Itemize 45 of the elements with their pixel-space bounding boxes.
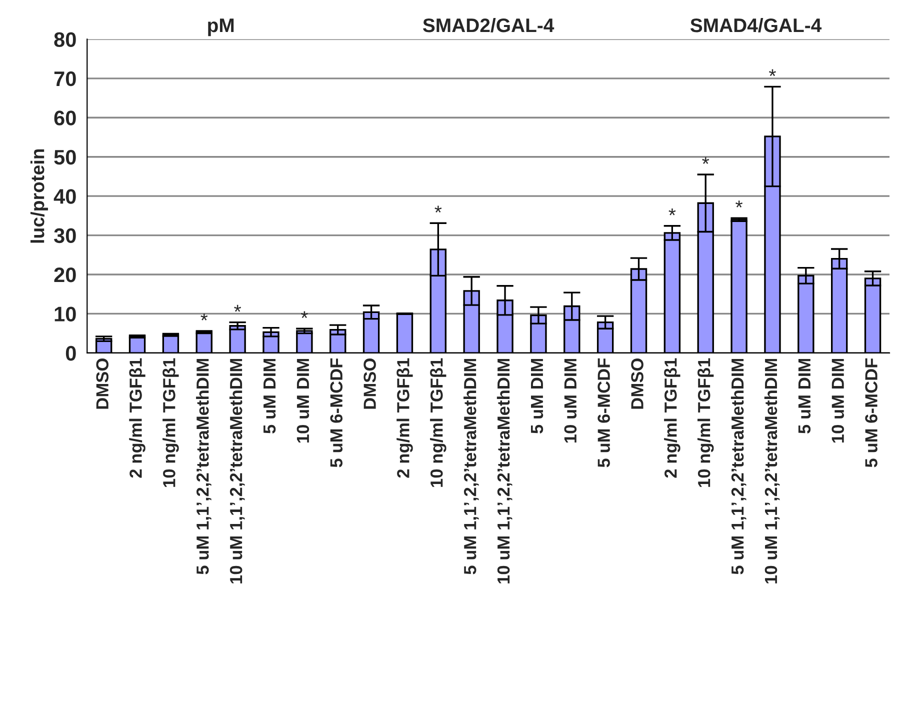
x-tick-label: 10 uM 1,1’,2,2’tetraMethDIM — [496, 358, 512, 584]
x-tick-label: 10 ng/ml TGFβ1 — [162, 358, 179, 487]
x-tick-label: 10 ng/ml TGFβ1 — [697, 358, 714, 487]
x-tick-label: 5 uM 6-MCDF — [598, 358, 610, 468]
y-tick-label: 50 — [54, 150, 76, 165]
x-tick-label: 10 uM 1,1’,2,2’tetraMethDIM — [764, 358, 780, 584]
x-tick-label: 2 ng/ml TGFβ1 — [664, 358, 680, 478]
x-tick-label: 5 uM DIM — [264, 358, 276, 434]
y-tick-label: 0 — [66, 346, 76, 361]
y-tick-label: 60 — [54, 110, 76, 126]
x-tick-label: 2 ng/ml TGFβ1 — [396, 358, 413, 478]
text: SMAD4/GAL-4 — [690, 18, 822, 32]
x-tick-label: DMSO — [631, 358, 644, 409]
y-tick-label: 20 — [54, 268, 76, 282]
x-tick-label: 10 uM DIM — [832, 358, 844, 443]
x-tick-label: DMSO — [96, 358, 108, 409]
text: SMAD2/GAL-4 — [422, 18, 554, 32]
x-tick-label: 10 ng/ml TGFβ1 — [430, 358, 446, 487]
x-tick-label: 5 uM 6-MCDF — [330, 358, 343, 468]
y-tick-label: 70 — [54, 71, 76, 86]
y-tick-label: 80 — [54, 32, 76, 47]
x-tick-label: 5 uM 1,1’,2,2’tetraMethDIM — [196, 358, 212, 574]
x-tick-label: 5 uM DIM — [530, 358, 544, 434]
x-tick-label: 5 uM 1,1’,2,2’tetraMethDIM — [463, 358, 479, 574]
x-tick-label: DMSO — [364, 358, 376, 409]
y-tick-label: 40 — [54, 189, 76, 204]
data-label: * — [668, 208, 676, 216]
x-tick-label: 5 uM DIM — [798, 358, 811, 434]
y-tick-label: 30 — [54, 228, 76, 244]
y-axis-title: luc/protein — [30, 149, 48, 243]
x-tick-label: 5 uM 1,1’,2,2’tetraMethDIM — [730, 358, 746, 574]
data-label: * — [300, 311, 308, 318]
data-label: * — [434, 206, 442, 213]
x-tick-label: 10 uM 1,1’,2,2’tetraMethDIM — [229, 358, 245, 584]
x-tick-label: 2 ng/ml TGFβ1 — [129, 358, 146, 478]
y-tick-label: 10 — [54, 306, 76, 322]
data-label: * — [200, 314, 208, 320]
x-tick-label: 10 uM DIM — [296, 358, 310, 443]
text: pM — [208, 18, 234, 36]
data-label: * — [234, 304, 242, 312]
x-tick-label: 5 uM 6-MCDF — [865, 358, 878, 468]
x-tick-label: 10 uM DIM — [564, 358, 577, 443]
data-label: * — [702, 157, 710, 164]
data-label: * — [736, 200, 743, 208]
data-label: * — [769, 69, 776, 76]
